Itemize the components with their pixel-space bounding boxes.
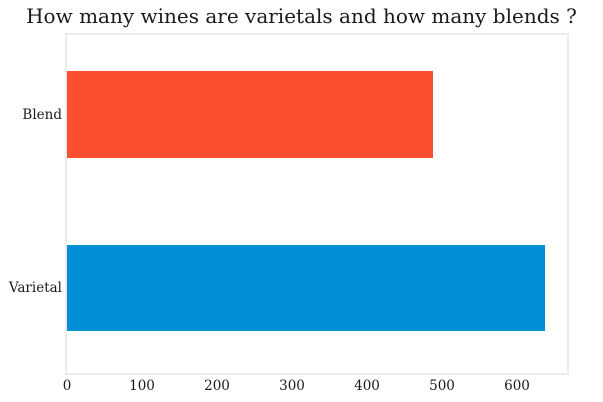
bar-blend xyxy=(67,71,433,158)
x-tick-label-100: 100 xyxy=(129,378,155,394)
x-tick-label-600: 600 xyxy=(504,378,530,394)
y-tick-label-blend: Blend xyxy=(22,106,62,123)
x-tick-label-200: 200 xyxy=(204,378,230,394)
x-tick-label-400: 400 xyxy=(354,378,380,394)
x-tick-label-0: 0 xyxy=(62,378,72,394)
chart-title: How many wines are varietals and how man… xyxy=(26,4,577,28)
y-tick-label-varietal: Varietal xyxy=(8,280,62,296)
x-tick-label-500: 500 xyxy=(429,378,455,394)
bar-varietal xyxy=(67,245,545,331)
x-tick-label-300: 300 xyxy=(279,378,305,394)
